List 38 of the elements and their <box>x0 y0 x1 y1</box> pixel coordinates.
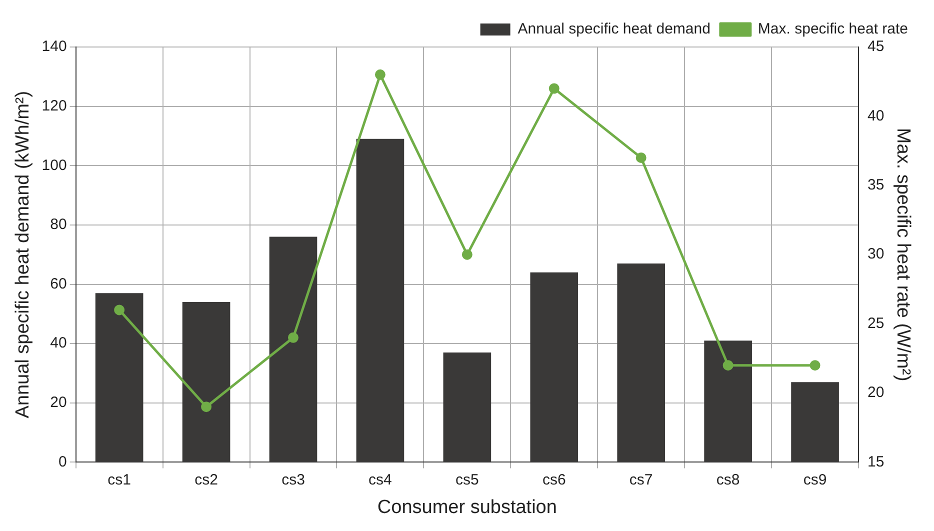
y-tick-label: 100 <box>42 156 67 174</box>
x-tick-label: cs7 <box>629 471 653 488</box>
x-tick-label: cs3 <box>282 471 305 488</box>
legend-label: Annual specific heat demand <box>518 20 710 38</box>
y-tick-label: 120 <box>42 97 67 114</box>
x-tick-label: cs9 <box>803 471 827 488</box>
point <box>374 69 386 80</box>
point <box>810 360 820 371</box>
y2-tick-label: 45 <box>868 38 884 56</box>
y2-tick-label: 40 <box>868 107 884 124</box>
y-tick-label: 80 <box>50 216 67 234</box>
y-tick-label: 40 <box>50 334 67 352</box>
x-tick-label: cs4 <box>368 471 392 488</box>
point <box>636 152 646 163</box>
y2-tick-label: 35 <box>868 176 884 194</box>
x-tick-label: cs8 <box>716 471 740 488</box>
y2-axis-title: Max. specific heat rate (W/m²) <box>892 128 914 382</box>
y-tick-label: 60 <box>50 275 67 292</box>
point <box>722 360 734 371</box>
legend-label: Max. specific heat rate <box>758 20 908 38</box>
point <box>201 402 212 412</box>
point <box>288 332 298 343</box>
y2-tick-label: 30 <box>868 246 884 263</box>
y2-tick-label: 15 <box>868 453 884 470</box>
y-tick-label: 140 <box>42 38 67 56</box>
y2-tick-label: 25 <box>868 314 884 332</box>
point <box>462 249 472 260</box>
point <box>114 304 125 316</box>
x-tick-label: cs2 <box>194 471 218 488</box>
y2-tick-label: 20 <box>868 384 884 402</box>
x-tick-label: cs5 <box>456 471 479 488</box>
y-tick-label: 20 <box>50 394 67 412</box>
y-axis-title: Annual specific heat demand (kWh/m²) <box>12 90 34 418</box>
x-axis-title: Consumer substation <box>377 496 557 518</box>
y-tick-label: 0 <box>58 453 67 470</box>
x-tick-label: cs1 <box>108 471 131 488</box>
point <box>548 83 560 94</box>
x-tick-label: cs6 <box>542 471 566 488</box>
